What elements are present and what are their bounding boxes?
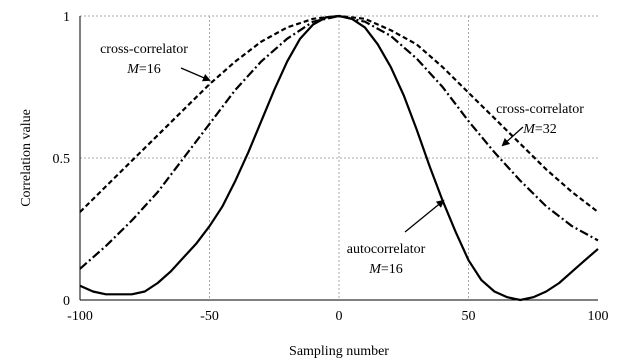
y-axis-title: Correlation value <box>19 109 34 207</box>
y-tick-label: 1 <box>63 10 70 25</box>
annotation-param: M=16 <box>126 62 161 77</box>
annotation-arrow <box>180 67 211 82</box>
annotation-arrow <box>404 199 445 233</box>
x-tick-label: 50 <box>462 309 476 324</box>
annotation-cross-correlator-m16: cross-correlator M=16 <box>100 42 211 82</box>
annotation-label: autocorrelator <box>347 242 426 257</box>
x-tick-label: 100 <box>588 309 609 324</box>
x-tick-label: 0 <box>336 309 343 324</box>
series-group <box>79 14 599 302</box>
x-tick-label: -100 <box>67 309 93 324</box>
x-axis-title: Sampling number <box>289 344 389 359</box>
annotation-param: M=32 <box>522 122 557 137</box>
annotation-label: cross-correlator <box>496 102 584 117</box>
axes <box>79 16 598 301</box>
x-tick-label: -50 <box>200 309 219 324</box>
grid <box>80 15 598 300</box>
annotation-autocorrelator-m16: autocorrelator M=16 <box>347 199 445 277</box>
tick-labels: -100 -50 0 50 100 0 0.5 1 <box>53 10 609 324</box>
annotation-arrow <box>501 126 524 147</box>
series-line-dash-dot <box>79 14 599 270</box>
annotation-cross-correlator-m32: cross-correlator M=32 <box>496 102 584 147</box>
annotation-label: cross-correlator <box>100 42 188 57</box>
y-tick-label: 0 <box>63 294 70 309</box>
annotation-param: M=16 <box>368 262 403 277</box>
series-line-dashed <box>79 14 599 213</box>
y-tick-label: 0.5 <box>53 152 71 167</box>
